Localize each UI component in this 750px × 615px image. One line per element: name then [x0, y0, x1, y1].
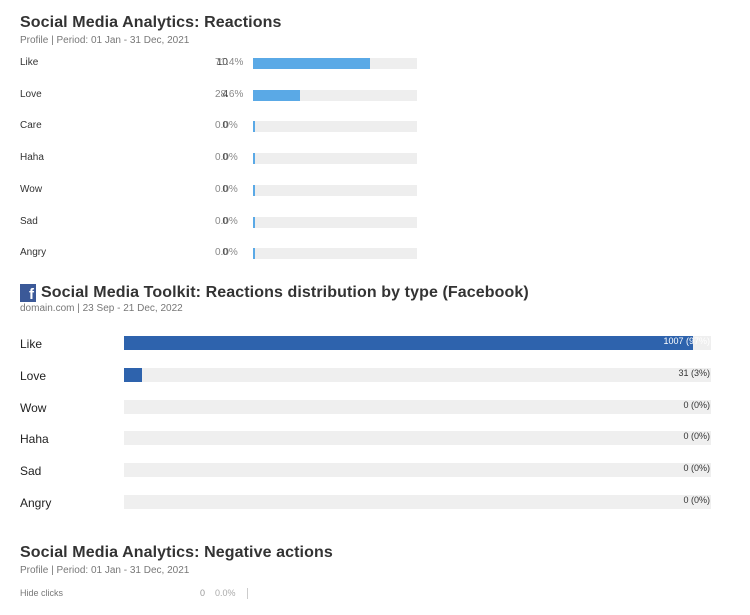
bar: [253, 248, 255, 260]
negative-action-bar: [247, 588, 248, 599]
value-label: 0: [222, 120, 228, 132]
distribution-row-haha: Haha 0 (0%): [20, 431, 730, 447]
bar-track: 31 (3%): [124, 367, 711, 382]
bar: [253, 153, 255, 165]
negative-actions-title: Social Media Analytics: Negative actions: [20, 544, 333, 561]
negative-action-value: 0: [199, 588, 205, 598]
bar: [253, 216, 255, 228]
bar: [253, 58, 371, 69]
reactions-section: Social Media Analytics: Reactions Profil…: [20, 14, 750, 260]
value-label: 0 (0%): [683, 431, 710, 442]
bar-track: 0 (0%): [124, 463, 711, 478]
category-label: Sad: [20, 464, 42, 479]
reactions-subtitle: Profile | Period: 01 Jan - 31 Dec, 2021: [20, 35, 190, 46]
percent-label: 0.0%: [215, 215, 238, 227]
bar-track: 0 (0%): [124, 495, 711, 509]
reactions-title: Social Media Analytics: Reactions: [20, 14, 282, 31]
percent-label: 28.6%: [215, 88, 244, 100]
value-label: 0 (0%): [683, 495, 710, 505]
distribution-row-love: Love 31 (3%): [20, 367, 730, 384]
category-label: Haha: [20, 432, 49, 447]
category-label: Angry: [20, 496, 52, 510]
reaction-row-care: Care 0 0.0%: [20, 119, 440, 135]
distribution-subtitle: domain.com | 23 Sep - 21 Dec, 2022: [20, 303, 183, 314]
distribution-section: f Social Media Toolkit: Reactions distri…: [20, 284, 750, 510]
category-label: Haha: [20, 152, 44, 164]
value-label: 0 (0%): [683, 463, 710, 474]
bar: [124, 336, 694, 350]
distribution-title: Social Media Toolkit: Reactions distribu…: [41, 284, 529, 301]
value-label: 0: [222, 215, 228, 227]
reaction-row-haha: Haha 0 0.0%: [20, 151, 440, 167]
category-label: Wow: [20, 183, 43, 195]
bar-track: 1007 (97%): [124, 336, 711, 350]
category-label: Care: [20, 120, 42, 132]
negative-actions-subtitle: Profile | Period: 01 Jan - 31 Dec, 2021: [20, 565, 190, 576]
bar-track: [253, 184, 417, 196]
distribution-row-like: Like 1007 (97%): [20, 336, 730, 352]
category-label: Like: [20, 57, 39, 68]
facebook-icon: f: [20, 284, 36, 302]
value-label: 4: [222, 88, 228, 100]
value-label: 0 (0%): [683, 399, 710, 410]
value-label: 31 (3%): [678, 367, 710, 378]
bar: [124, 367, 142, 382]
category-label: Love: [20, 88, 42, 100]
distribution-row-angry: Angry 0 (0%): [20, 495, 730, 511]
value-label: 0: [222, 152, 228, 164]
percent-label: 71.4%: [215, 57, 244, 68]
bar-track: 0 (0%): [124, 399, 711, 414]
bar-track: [253, 89, 417, 101]
bar-track: [253, 121, 417, 133]
percent-label: 0.0%: [215, 183, 238, 195]
bar-track: 0 (0%): [124, 431, 711, 446]
bar: [253, 121, 255, 133]
negative-actions-section: Social Media Analytics: Negative actions…: [20, 544, 750, 599]
value-label: 0: [222, 247, 228, 259]
reaction-row-wow: Wow 0 0.0%: [20, 183, 440, 199]
bar-track: [253, 248, 417, 260]
value-label: 0: [222, 183, 228, 195]
category-label: Angry: [20, 247, 47, 259]
percent-label: 0.0%: [215, 152, 238, 164]
negative-action-label: Hide clicks: [20, 588, 64, 598]
category-label: Like: [20, 337, 43, 351]
reaction-row-angry: Angry 0 0.0%: [20, 246, 440, 262]
value-label: 1007 (97%): [663, 336, 710, 346]
percent-label: 0.0%: [215, 247, 238, 259]
category-label: Love: [20, 368, 47, 383]
bar-track: [253, 216, 417, 228]
bar-track: [253, 153, 417, 165]
bar: [253, 184, 255, 196]
distribution-row-wow: Wow 0 (0%): [20, 399, 730, 416]
distribution-row-sad: Sad 0 (0%): [20, 463, 730, 479]
reaction-row-sad: Sad 0 0.0%: [20, 215, 440, 231]
category-label: Wow: [20, 400, 47, 415]
reaction-row-like: Like 10 71.4%: [20, 56, 440, 72]
bar-track: [253, 58, 417, 69]
value-label: 10: [216, 57, 228, 68]
negative-action-percent: 0.0%: [215, 588, 236, 598]
reaction-row-love: Love 4 28.6%: [20, 88, 440, 104]
percent-label: 0.0%: [215, 120, 238, 132]
bar: [253, 89, 300, 101]
negative-action-row: Hide clicks 0 0.0%: [20, 588, 440, 604]
category-label: Sad: [20, 215, 38, 227]
